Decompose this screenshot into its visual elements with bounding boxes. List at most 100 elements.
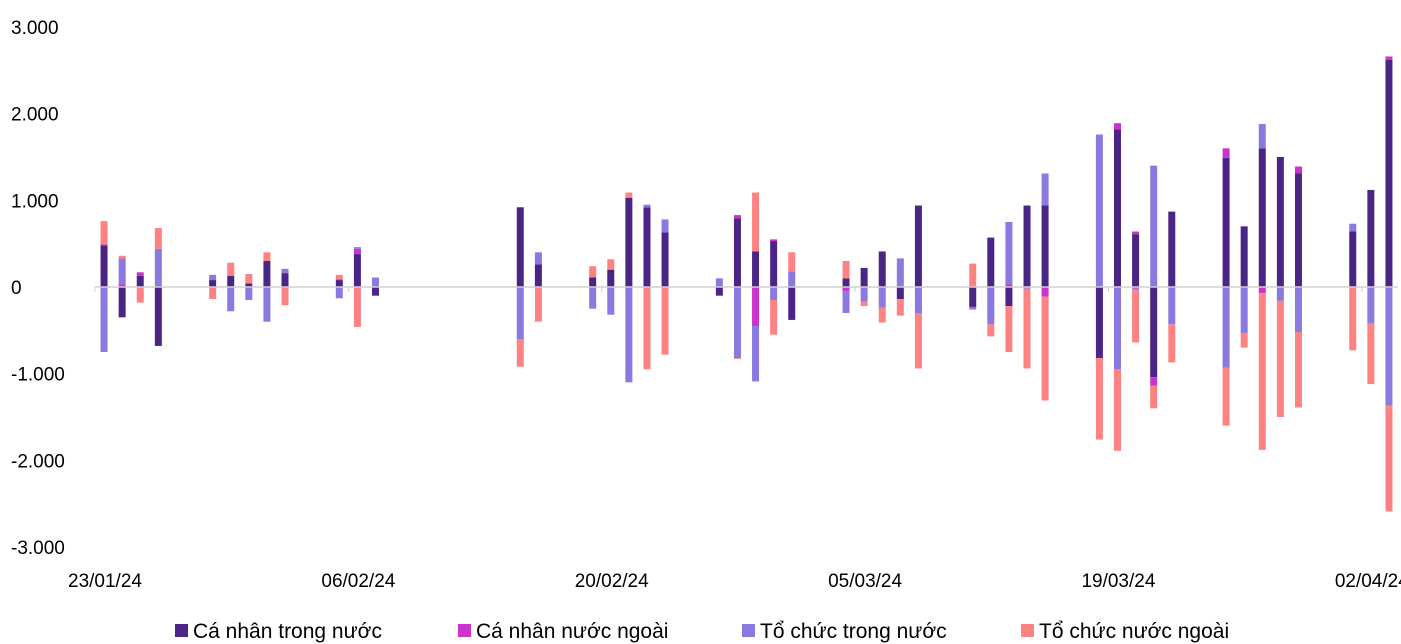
bar-segment [1132,289,1140,343]
bar-segment [245,274,253,284]
bar-segment [136,272,144,276]
bar-segment [1385,287,1393,406]
x-tick-label: 06/02/24 [321,571,395,592]
bar-segment [842,287,850,292]
bar-segment [118,287,126,318]
bar-segment [860,267,868,287]
bar-segment [733,215,741,219]
bar-segment [1349,287,1357,351]
bar-segment [209,274,217,281]
bar-segment [1113,369,1121,451]
bar-segment [1258,124,1266,149]
bar-segment [1222,367,1230,426]
bar-segment [896,258,904,287]
bar-segment [1095,358,1103,440]
bar-segment [733,218,741,287]
bar-segment [1041,287,1049,297]
bar-segment [100,287,108,352]
bar-segment [607,269,615,287]
bar-segment [842,261,850,279]
bar-segment [770,239,778,242]
bar-segment [335,287,343,299]
bar-segment [1150,165,1158,287]
bar-segment [154,228,162,249]
bar-segment [100,244,108,246]
bar-segment [1276,287,1284,301]
bar-segment [534,287,542,322]
bar-segment [987,237,995,287]
x-tick-label: 02/04/24 [1335,571,1401,592]
legend-swatch [742,624,755,637]
bar-segment [353,254,361,287]
bar-segment [1113,287,1121,370]
bar-segment [607,287,615,315]
bar-segment [1240,287,1248,333]
bar-segment [643,207,651,287]
legend-swatch [458,624,471,637]
bar-segment [136,275,144,287]
legend-label: Tổ chức trong nước [760,620,947,643]
y-tick-label: 2.000 [11,105,59,126]
bar-segment [1385,405,1393,512]
bar-segment [896,299,904,316]
bar-segment [1168,211,1176,287]
bar-segment [1276,157,1284,287]
bar-segment [1113,123,1121,130]
bar-segment [1150,377,1158,386]
bar-segment [209,280,217,287]
bar-segment [1294,287,1302,333]
legend-label: Cá nhân nước ngoài [476,620,668,643]
bar-segment [281,268,289,274]
legend-label: Tổ chức nước ngoài [1039,620,1229,643]
bar-segment [534,264,542,287]
bar-segment [914,287,922,313]
y-tick-label: -3.000 [11,538,65,559]
bar-segment [1385,59,1393,288]
bar-segment [752,326,760,382]
bar-segment [661,219,669,233]
bar-segment [1222,287,1230,368]
bar-segment [661,287,669,355]
bar-segment [353,287,361,327]
bar-segment [263,287,271,322]
bar-segment [643,287,651,370]
bar-segment [1349,231,1357,287]
bar-segment [969,306,977,310]
bar-segment [842,278,850,287]
bar-segment [335,280,343,287]
y-tick-label: 0 [11,278,22,299]
bar-segment [770,300,778,335]
x-tick-label: 20/02/24 [575,571,649,592]
bar-segment [1385,56,1393,60]
bar-segment [1150,287,1158,378]
legend-label: Cá nhân trong nước [193,620,382,643]
bar-segment [1132,234,1140,287]
bar-segment [733,287,741,359]
bar-segment [118,255,126,259]
bar-segment [1023,287,1031,289]
bar-segment [516,207,524,287]
bar-segment [516,287,524,339]
bar-segment [752,287,760,326]
bar-segment [1095,287,1103,359]
bar-segment [788,271,796,287]
bar-segment [1240,226,1248,287]
bar-segment [715,278,723,287]
bar-segment [1367,323,1375,385]
legend-swatch [1021,624,1034,637]
bar-segment [643,204,651,208]
bar-segment [100,221,108,245]
bar-segment [1132,287,1140,290]
bar-segment [534,252,542,265]
bar-segment [788,252,796,272]
bar-segment [589,266,597,278]
bar-segment [100,245,108,287]
bar-segment [1005,306,1013,352]
bar-segment [1041,173,1049,206]
bar-segment [227,287,235,312]
bar-segment [281,273,289,287]
bar-segment [118,258,126,285]
y-tick-label: -1.000 [11,365,65,386]
bar-segment [733,358,741,359]
